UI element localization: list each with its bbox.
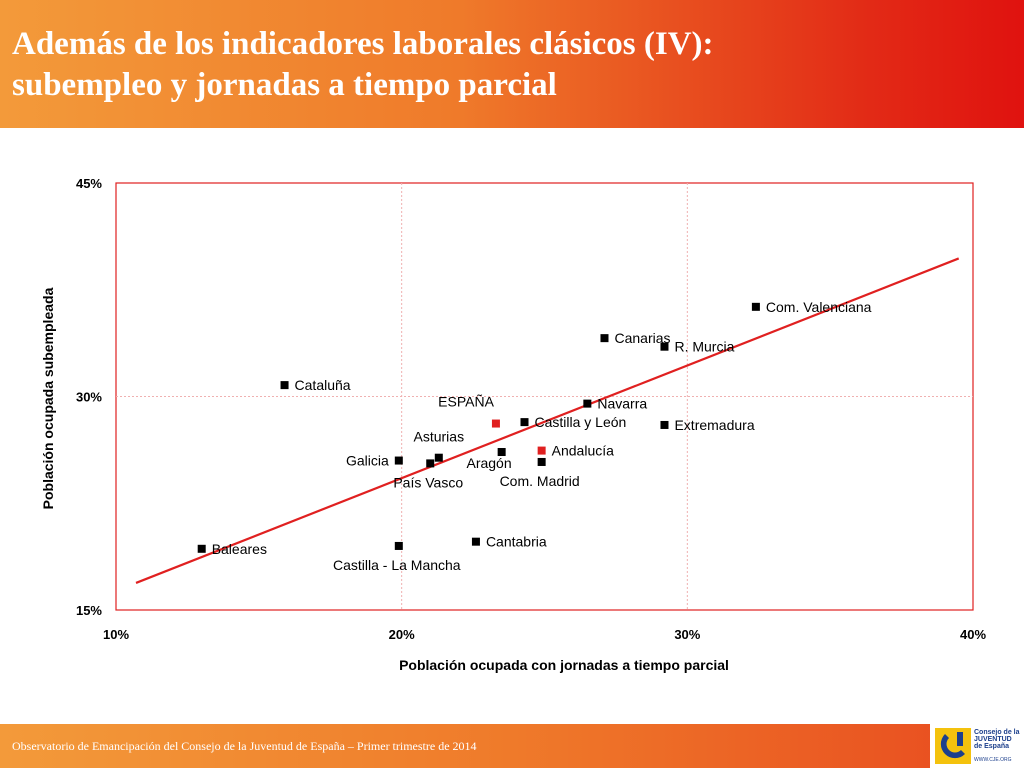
data-point — [520, 418, 529, 427]
data-label: Aragón — [466, 455, 511, 471]
data-label: Com. Valenciana — [766, 299, 872, 315]
data-label: Canarias — [614, 330, 670, 346]
logo-url: WWW.CJE.ORG — [974, 757, 1012, 763]
data-point — [471, 537, 480, 546]
data-point — [434, 453, 443, 462]
data-label: Cantabria — [486, 534, 547, 550]
data-point — [660, 420, 669, 429]
logo-text-line-2: JUVENTUD — [974, 736, 1012, 743]
data-label: Asturias — [414, 429, 465, 445]
data-label: Andalucía — [552, 443, 614, 459]
data-point — [660, 342, 669, 351]
data-point — [426, 459, 435, 468]
footer-bar: Observatorio de Emancipación del Consejo… — [0, 724, 1024, 768]
title-banner: Además de los indicadores laborales clás… — [0, 0, 1024, 128]
data-label: Baleares — [212, 541, 267, 557]
x-axis-title: Población ocupada con jornadas a tiempo … — [399, 657, 729, 673]
data-point — [394, 456, 403, 465]
y-tick-label: 15% — [76, 603, 102, 618]
y-tick-label: 45% — [76, 176, 102, 191]
data-label: Castilla - La Mancha — [333, 557, 461, 573]
cje-logo: Consejo de la JUVENTUD de España WWW.CJE… — [930, 724, 1024, 768]
logo-text-line-3: de España — [974, 743, 1010, 750]
data-point — [197, 544, 206, 553]
scatter-chart: 10% 20% 30% 40% 15% 30% 45% Población ocupada c… — [40, 176, 986, 673]
cje-logo-icon — [935, 728, 971, 764]
data-point — [751, 302, 760, 311]
data-point — [280, 381, 289, 390]
slide-title-line-2: subempleo y jornadas a tiempo parcial — [12, 67, 557, 103]
data-point — [537, 457, 546, 466]
data-point — [600, 334, 609, 343]
logo-text-line-1: Consejo de la — [974, 729, 1020, 736]
data-point — [537, 446, 546, 455]
data-point — [394, 541, 403, 550]
x-tick-label: 40% — [960, 627, 986, 642]
x-tick-label: 20% — [389, 627, 415, 642]
trend-line — [135, 257, 960, 584]
data-label: ESPAÑA — [438, 394, 494, 410]
data-label: Com. Madrid — [500, 473, 580, 489]
y-axis-title: Población ocupada subempleada — [40, 287, 56, 509]
data-label: Cataluña — [295, 377, 351, 393]
data-label: Navarra — [597, 396, 647, 412]
slide-title: Además de los indicadores laborales clás… — [12, 24, 714, 106]
x-tick-label: 30% — [674, 627, 700, 642]
data-label: Galicia — [346, 453, 389, 469]
data-label: País Vasco — [393, 474, 463, 490]
data-label: Castilla y León — [535, 414, 627, 430]
data-label: R. Murcia — [674, 339, 734, 355]
slide-title-line-1: Además de los indicadores laborales clás… — [12, 26, 714, 62]
data-point — [583, 399, 592, 408]
data-point — [491, 419, 500, 428]
data-label: Extremadura — [674, 417, 754, 433]
data-point — [497, 448, 506, 457]
footer-source-text: Observatorio de Emancipación del Consejo… — [12, 739, 477, 753]
x-tick-label: 10% — [103, 627, 129, 642]
y-tick-label: 30% — [76, 390, 102, 405]
